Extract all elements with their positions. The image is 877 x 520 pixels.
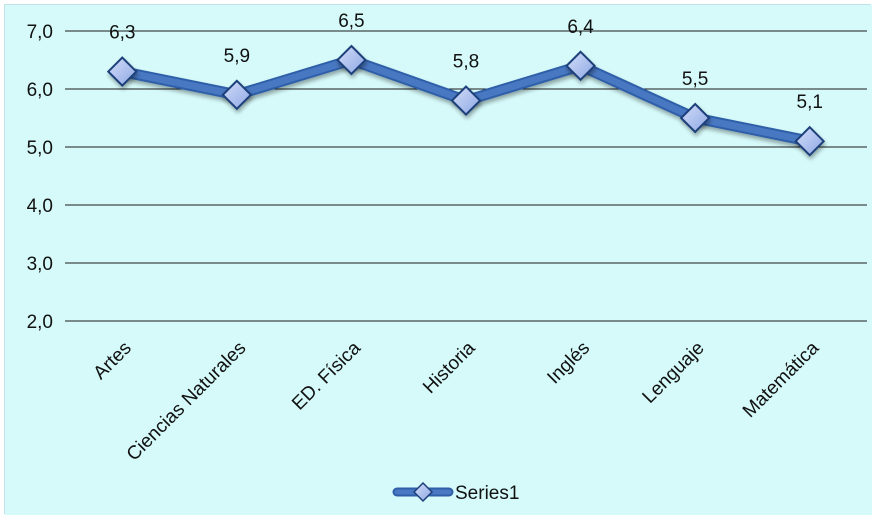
- data-point-marker: [565, 50, 596, 82]
- y-tick-label: 6,0: [27, 80, 53, 101]
- y-tick-label: 3,0: [27, 254, 53, 275]
- data-point-marker: [336, 44, 367, 76]
- chart-frame: 2,0 3,0 4,0 5,0 6,0 7,0 Artes Ciencias Natural…: [4, 4, 872, 515]
- y-tick-label: 5,0: [27, 138, 53, 159]
- data-label: 6,5: [338, 11, 364, 32]
- data-point-marker: [794, 125, 826, 157]
- data-label: 6,3: [109, 23, 135, 44]
- data-point-marker: [221, 79, 253, 111]
- y-tick-label: 4,0: [27, 196, 53, 217]
- data-label: 6,4: [567, 17, 594, 38]
- data-label-layer: 6,3 5,9 6,5 5,8 6,4 5,5 5,1: [109, 11, 823, 113]
- y-tick-label: 2,0: [27, 312, 53, 333]
- legend-marker-swatch: [412, 481, 434, 503]
- data-label: 5,1: [797, 92, 823, 113]
- data-label: 5,5: [682, 69, 708, 90]
- legend-label: Series1: [455, 483, 519, 504]
- data-label: 5,8: [453, 52, 479, 73]
- data-point-marker: [106, 56, 138, 88]
- y-axis-tick-labels: 2,0 3,0 4,0 5,0 6,0 7,0: [27, 22, 53, 333]
- y-tick-label: 7,0: [27, 22, 53, 43]
- data-label: 5,9: [224, 46, 250, 67]
- data-point-marker: [679, 102, 711, 134]
- series-marker-layer: [106, 44, 826, 157]
- gridlines: [65, 30, 867, 322]
- legend: Series1: [392, 481, 519, 504]
- data-point-marker: [450, 85, 482, 117]
